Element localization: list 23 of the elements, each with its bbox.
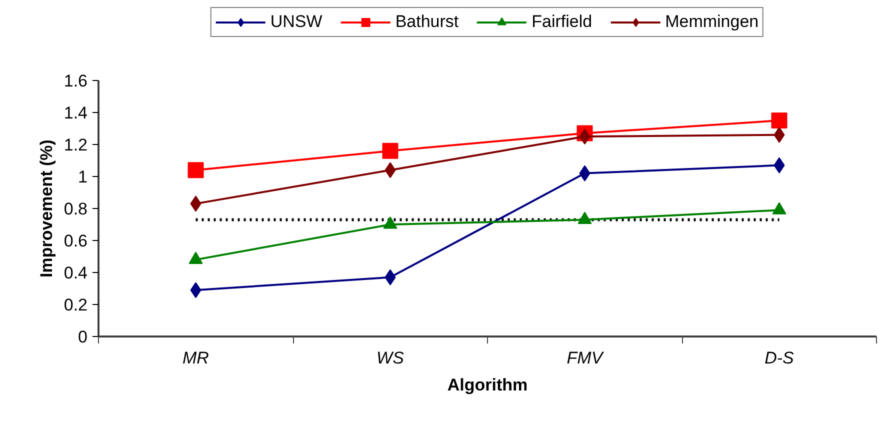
x-tick-label: WS [376,348,405,368]
x-tick-label: MR [182,348,209,368]
point [771,112,788,128]
point [382,142,398,159]
y-tick-label: 0.4 [64,264,88,282]
legend-label: Memmingen [665,12,759,32]
legend-label: UNSW [270,12,322,32]
x-axis-title: Algorithm [447,376,528,394]
y-tick-label: 1.4 [64,104,88,122]
point [579,128,590,144]
legend-label: Bathurst [395,12,459,32]
y-tick-label: 0.6 [64,232,88,250]
x-tick-label: FMV [566,348,604,368]
legend-label: Fairfield [532,12,592,32]
y-tick-label: 0 [78,328,88,346]
y-tick-label: 0.8 [64,200,88,218]
y-tick-label: 0.2 [64,296,88,314]
y-tick-label: 1.2 [64,136,88,154]
y-axis-title: Improvement (%) [36,140,56,278]
point [188,162,204,178]
x-tick-label: D-S [764,348,795,368]
y-tick-label: 1 [78,168,88,186]
y-tick-label: 1.6 [64,72,88,90]
